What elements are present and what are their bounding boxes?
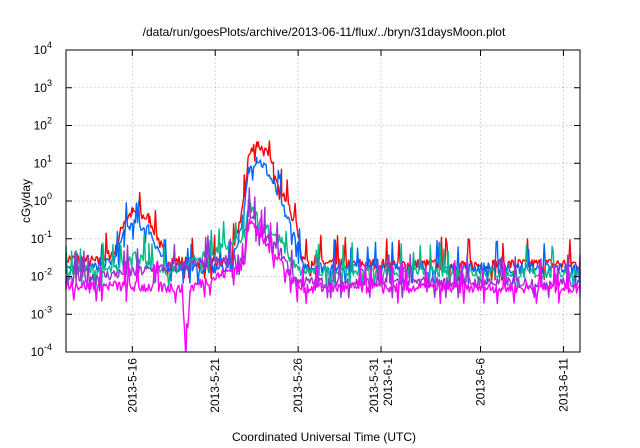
y-tick-label: 10-4 [31,342,52,359]
series-line [65,187,581,299]
y-axis-label: cGy/day [19,179,33,223]
y-tick-label: 102 [34,116,52,133]
x-tick-label: 2013-6-11 [556,358,570,412]
y-tick-label: 103 [34,78,52,95]
x-tick-label: 2013-6-6 [474,358,488,406]
y-tick-label: 101 [34,153,52,170]
y-tick-label: 10-3 [31,304,52,321]
x-tick-label: 2013-5-21 [208,358,222,413]
y-tick-label: 100 [34,191,52,208]
series-layer [65,140,581,353]
x-tick-label: 2013-5-26 [291,358,305,413]
y-tick-label: 10-2 [31,267,52,284]
axes-layer: 10-4 10-3 10-2 10-1 100 101 102 103 104 2013-5-16… [31,40,580,413]
y-tick-label: 10-1 [31,229,52,246]
x-tick-label: 2013-5-31 [367,358,381,413]
grid [66,50,580,352]
series-line [65,209,581,353]
x-axis-label: Coordinated Universal Time (UTC) [232,430,416,444]
x-tick-label: 2013-6-1 [381,358,395,406]
x-tick-label: 2013-5-16 [125,358,139,413]
y-tick-label: 104 [34,40,52,57]
chart-title: /data/run/goesPlots/archive/2013-06-11/f… [143,25,506,39]
series-line [65,140,581,281]
